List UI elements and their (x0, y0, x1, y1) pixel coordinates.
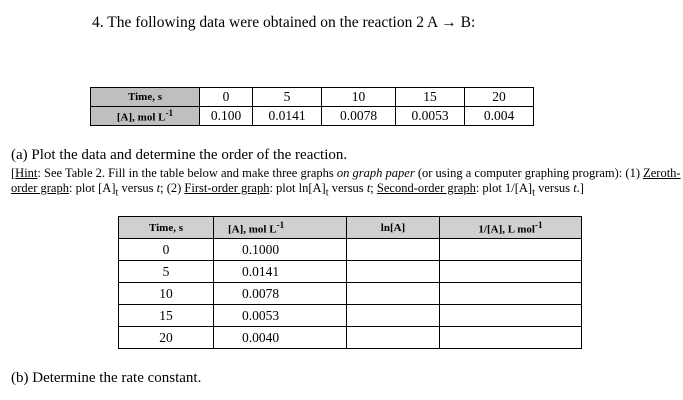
hint-text: versus (534, 181, 574, 195)
table-header-row: Time, s [A], mol L-1 ln[A] 1/[A], L mol-… (118, 216, 582, 239)
time-cell: 10 (118, 282, 214, 305)
time-cell: 0 (118, 238, 214, 261)
superscript: -1 (165, 108, 174, 119)
concentration-cell: 0.100 (199, 106, 253, 126)
table-row: 0 0.1000 (118, 238, 582, 261)
time-cell: 20 (118, 326, 214, 349)
table-row: 10 0.0078 (118, 282, 582, 305)
time-cell: 5 (252, 87, 322, 107)
zeroth-order-label: Zeroth-order graph (11, 166, 681, 195)
hint-emphasis: on graph paper (336, 166, 415, 180)
ln-cell[interactable] (346, 304, 440, 327)
variable-t: t (156, 181, 161, 195)
time-cell: 5 (118, 260, 214, 283)
part-b-prompt: (b) Determine the rate constant. (11, 370, 202, 386)
column-header-inverse: 1/[A], L mol-1 (439, 216, 582, 239)
hint-text: : plot [A] (68, 181, 116, 195)
subscript: t (325, 187, 329, 199)
part-a-prompt: (a) Plot the data and determine the orde… (11, 147, 348, 163)
time-cell: 20 (464, 87, 534, 107)
hint-text: ; (370, 181, 377, 195)
hint-text: : plot 1/[A] (475, 181, 533, 195)
subscript: t (115, 187, 119, 199)
concentration-cell: 0.0053 (213, 304, 347, 327)
hint-text: versus (118, 181, 157, 195)
variable-t: t (366, 181, 371, 195)
ln-cell[interactable] (346, 238, 440, 261)
table-row: [A], mol L-1 0.100 0.0141 0.0078 0.0053 … (90, 106, 534, 126)
time-cell: 15 (118, 304, 214, 327)
subscript: t (532, 187, 535, 199)
column-header-time: Time, s (118, 216, 214, 239)
variable-t: t (573, 181, 577, 195)
inverse-cell[interactable] (439, 304, 582, 327)
column-header-ln: ln[A] (346, 216, 440, 239)
inverse-cell[interactable] (439, 326, 582, 349)
table-row: 5 0.0141 (118, 260, 582, 283)
hint-text: ; (2) (160, 181, 185, 195)
ln-cell[interactable] (346, 326, 440, 349)
inverse-cell[interactable] (439, 260, 582, 283)
hint-bracket: [ (11, 166, 16, 180)
hint-paragraph: [Hint: See Table 2. Fill in the table be… (11, 166, 681, 201)
fill-in-table: Time, s [A], mol L-1 ln[A] 1/[A], L mol-… (118, 216, 582, 349)
header-label: 1/[A], L mol (478, 223, 535, 236)
hint-text: versus (328, 181, 367, 195)
hint-label: Hint (15, 166, 38, 180)
table-row: 20 0.0040 (118, 326, 582, 349)
hint-text: : See Table 2. Fill in the table below a… (37, 166, 337, 180)
time-cell: 15 (395, 87, 465, 107)
question-title: 4. The following data were obtained on t… (92, 14, 476, 31)
superscript: -1 (276, 219, 285, 230)
concentration-cell: 0.0141 (213, 260, 347, 283)
table-row: Time, s 0 5 10 15 20 (90, 87, 534, 107)
concentration-cell: 0.0078 (321, 106, 396, 126)
ln-cell[interactable] (346, 260, 440, 283)
concentration-cell: 0.0141 (252, 106, 322, 126)
data-table: Time, s 0 5 10 15 20 [A], mol L-1 0.100 … (90, 87, 534, 126)
column-header-concentration: [A], mol L-1 (213, 216, 347, 239)
superscript: -1 (534, 219, 543, 230)
time-cell: 0 (199, 87, 253, 107)
time-cell: 10 (321, 87, 396, 107)
concentration-cell: 0.0053 (395, 106, 465, 126)
concentration-cell: 0.0078 (213, 282, 347, 305)
hint-text: .] (576, 181, 584, 195)
concentration-row-header: [A], mol L-1 (90, 106, 200, 126)
hint-text: (or using a computer graphing program): … (414, 166, 644, 180)
inverse-cell[interactable] (439, 282, 582, 305)
concentration-label: [A], mol L (116, 111, 166, 124)
ln-cell[interactable] (346, 282, 440, 305)
concentration-cell: 0.1000 (213, 238, 347, 261)
time-row-header: Time, s (90, 87, 200, 107)
table-row: 15 0.0053 (118, 304, 582, 327)
inverse-cell[interactable] (439, 238, 582, 261)
concentration-cell: 0.0040 (213, 326, 347, 349)
concentration-cell: 0.004 (464, 106, 534, 126)
hint-text: : plot ln[A] (269, 181, 326, 195)
second-order-label: Second-order graph (376, 181, 476, 195)
header-label: [A], mol L (228, 223, 277, 236)
first-order-label: First-order graph (184, 181, 270, 195)
